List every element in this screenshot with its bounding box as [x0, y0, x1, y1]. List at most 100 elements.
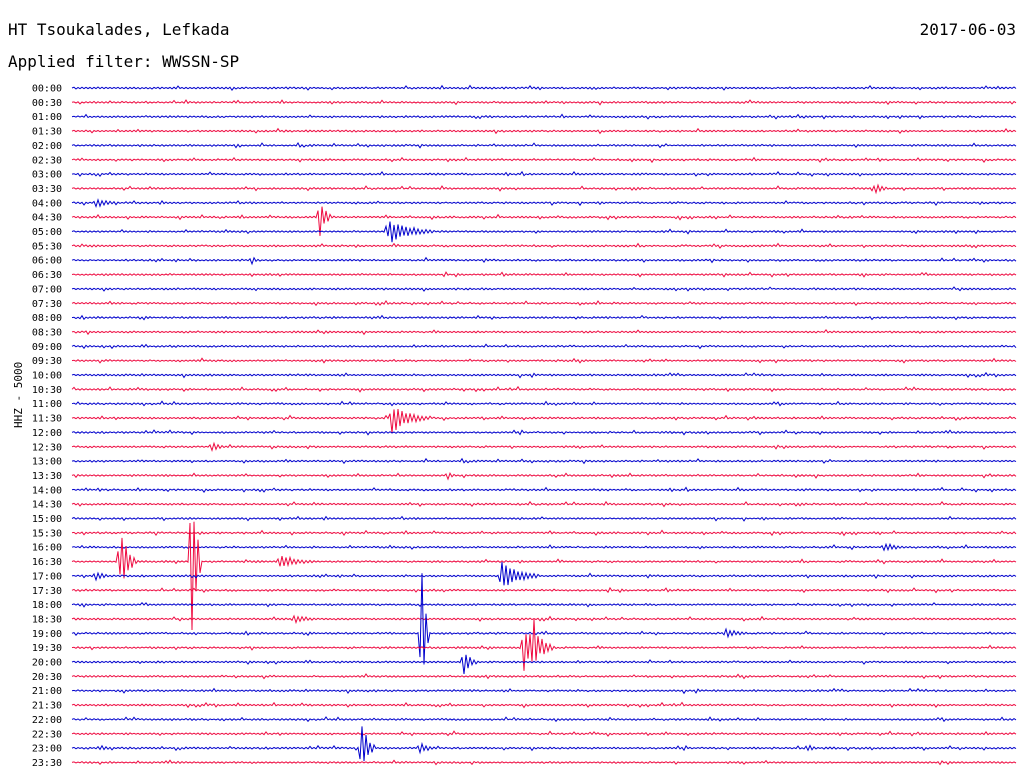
- row-time-label: 06:30: [32, 270, 62, 281]
- trace-row-2200: [71, 716, 1017, 723]
- row-time-label: 03:00: [32, 170, 62, 181]
- row-time-label: 06:00: [32, 256, 62, 267]
- row-time-label: 19:30: [32, 643, 62, 654]
- trace-row-0400: [71, 198, 1017, 209]
- trace-row-0200: [71, 142, 1017, 149]
- row-time-label: 23:30: [32, 758, 62, 769]
- trace-row-1800: [71, 602, 1017, 608]
- row-time-label: 10:30: [32, 385, 62, 396]
- trace-row-0100: [71, 113, 1017, 120]
- row-time-label: 09:00: [32, 342, 62, 353]
- row-time-label: 12:00: [32, 428, 62, 439]
- row-time-label: 20:00: [32, 658, 62, 669]
- trace-row-1430: [71, 500, 1017, 508]
- row-time-label: 11:30: [32, 414, 62, 425]
- trace-row-0330: [71, 183, 1017, 195]
- row-time-label: 14:30: [32, 500, 62, 511]
- trace-row-0500: [71, 221, 1017, 243]
- trace-row-2030: [71, 673, 1017, 680]
- row-time-label: 07:00: [32, 284, 62, 295]
- row-time-label: 05:00: [32, 227, 62, 238]
- trace-row-0230: [71, 156, 1017, 164]
- row-time-label: 05:30: [32, 241, 62, 252]
- trace-row-0130: [71, 127, 1017, 135]
- trace-row-0800: [71, 314, 1017, 321]
- row-time-label: 00:00: [32, 84, 62, 95]
- trace-row-0730: [71, 299, 1017, 307]
- row-time-label: 01:30: [32, 127, 62, 138]
- row-time-label: 16:30: [32, 557, 62, 568]
- trace-row-1200: [71, 429, 1017, 436]
- trace-row-1900: [71, 573, 1017, 665]
- row-time-label: 04:00: [32, 198, 62, 209]
- row-time-label: 01:00: [32, 112, 62, 123]
- row-time-label: 22:00: [32, 715, 62, 726]
- trace-row-1730: [71, 586, 1017, 594]
- trace-row-1830: [71, 614, 1017, 625]
- row-time-label: 07:30: [32, 299, 62, 310]
- trace-row-0430: [71, 206, 1017, 236]
- trace-row-0530: [71, 242, 1017, 249]
- row-time-label: 21:00: [32, 686, 62, 697]
- trace-row-1930: [71, 619, 1017, 671]
- trace-row-0600: [71, 256, 1017, 266]
- row-time-label: 03:30: [32, 184, 62, 195]
- trace-row-0630: [71, 271, 1017, 278]
- trace-row-1400: [71, 486, 1017, 493]
- row-time-label: 21:30: [32, 701, 62, 712]
- trace-row-1330: [71, 471, 1017, 481]
- row-time-label: 17:30: [32, 586, 62, 597]
- trace-row-1100: [71, 400, 1017, 407]
- trace-row-0700: [71, 286, 1017, 292]
- row-time-label: 04:30: [32, 213, 62, 224]
- trace-row-1130: [71, 408, 1017, 434]
- station-title: HT Tsoukalades, Lefkada: [8, 20, 230, 39]
- trace-row-2000: [71, 654, 1017, 674]
- trace-row-2130: [71, 701, 1017, 709]
- trace-row-0830: [71, 328, 1017, 336]
- trace-row-1300: [71, 457, 1017, 465]
- row-time-label: 08:00: [32, 313, 62, 324]
- row-time-label: 00:30: [32, 98, 62, 109]
- row-time-label: 15:30: [32, 528, 62, 539]
- row-time-label: 02:30: [32, 155, 62, 166]
- row-time-label: 13:00: [32, 457, 62, 468]
- trace-row-0000: [71, 84, 1017, 91]
- row-time-label: 20:30: [32, 672, 62, 683]
- filter-label: Applied filter: WWSSN-SP: [8, 52, 240, 71]
- row-time-label: 19:00: [32, 629, 62, 640]
- row-time-label: 13:30: [32, 471, 62, 482]
- trace-row-2300: [71, 726, 1017, 762]
- row-time-label: 18:30: [32, 614, 62, 625]
- row-time-label: 17:00: [32, 571, 62, 582]
- trace-row-0300: [71, 170, 1017, 178]
- row-time-label: 02:00: [32, 141, 62, 152]
- trace-row-0930: [71, 357, 1017, 364]
- row-time-label: 23:00: [32, 744, 62, 755]
- trace-row-1630: [71, 521, 1017, 631]
- row-time-label: 11:00: [32, 399, 62, 410]
- trace-row-1600: [71, 542, 1017, 552]
- trace-row-1230: [71, 441, 1017, 453]
- row-time-label: 15:00: [32, 514, 62, 525]
- trace-row-1500: [71, 515, 1017, 522]
- trace-row-2230: [71, 730, 1017, 737]
- trace-row-2330: [71, 759, 1017, 766]
- row-time-label: 18:00: [32, 600, 62, 611]
- trace-row-0900: [71, 343, 1017, 350]
- row-time-label: 09:30: [32, 356, 62, 367]
- trace-row-2100: [71, 687, 1017, 695]
- row-time-label: 16:00: [32, 543, 62, 554]
- trace-row-1030: [71, 385, 1017, 393]
- trace-row-1530: [71, 529, 1017, 537]
- row-time-label: 10:00: [32, 371, 62, 382]
- row-time-label: 08:30: [32, 327, 62, 338]
- trace-row-1700: [71, 561, 1017, 586]
- trace-row-0030: [71, 99, 1017, 106]
- trace-row-1000: [71, 371, 1017, 379]
- record-date: 2017-06-03: [919, 20, 1016, 39]
- row-time-label: 12:30: [32, 442, 62, 453]
- row-time-label: 14:00: [32, 485, 62, 496]
- row-time-label: 22:30: [32, 729, 62, 740]
